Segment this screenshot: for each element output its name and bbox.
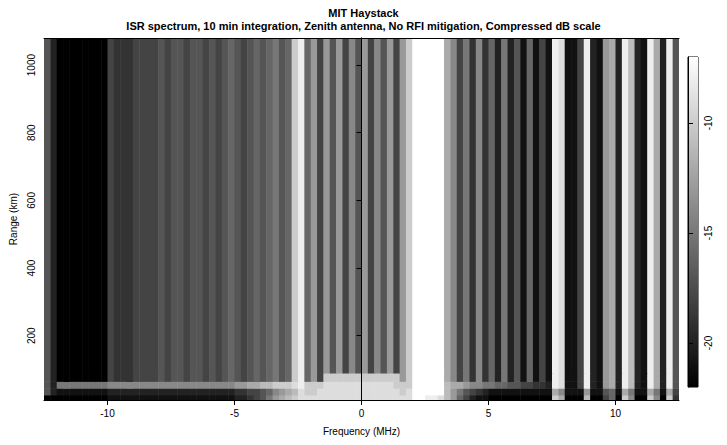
svg-text:1000: 1000 — [26, 54, 37, 77]
svg-text:-20: -20 — [703, 335, 714, 350]
svg-text:MIT Haystack: MIT Haystack — [328, 7, 399, 19]
svg-text:10: 10 — [610, 408, 622, 419]
svg-text:-10: -10 — [703, 115, 714, 130]
svg-text:ISR spectrum, 10 min integrati: ISR spectrum, 10 min integration, Zenith… — [126, 20, 600, 32]
svg-text:0: 0 — [359, 408, 365, 419]
svg-text:200: 200 — [26, 327, 37, 344]
svg-text:5: 5 — [486, 408, 492, 419]
svg-text:400: 400 — [26, 259, 37, 276]
svg-text:Range (km): Range (km) — [8, 193, 19, 245]
svg-text:600: 600 — [26, 192, 37, 209]
svg-text:Frequency (MHz): Frequency (MHz) — [323, 426, 400, 437]
svg-text:800: 800 — [26, 124, 37, 141]
svg-text:-10: -10 — [100, 408, 115, 419]
svg-text:-5: -5 — [230, 408, 239, 419]
svg-text:-15: -15 — [703, 225, 714, 240]
